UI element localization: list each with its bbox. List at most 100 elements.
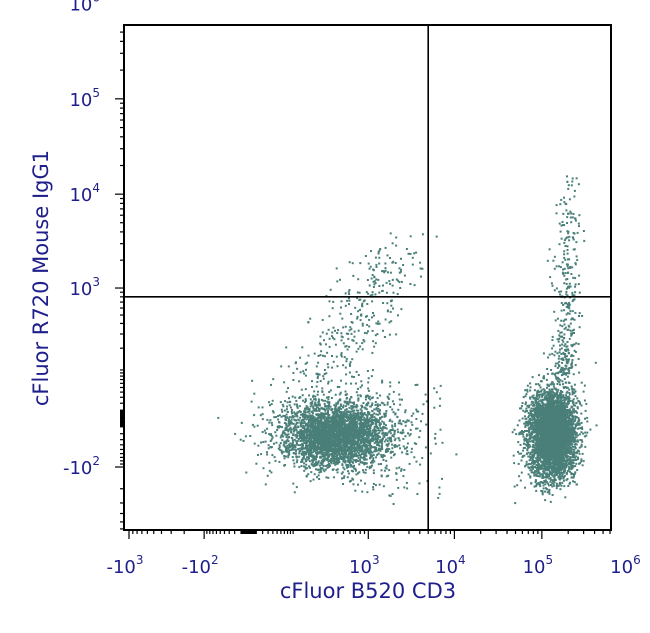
event-point	[302, 419, 305, 422]
event-point	[315, 462, 318, 465]
event-point	[344, 425, 347, 428]
event-point	[364, 418, 367, 421]
event-point	[524, 465, 526, 468]
event-point	[338, 386, 341, 388]
event-point	[398, 420, 401, 423]
event-point	[303, 425, 306, 428]
event-point	[299, 450, 301, 452]
event-point	[283, 445, 286, 448]
event-point	[384, 318, 387, 321]
event-point	[385, 449, 387, 451]
event-point	[320, 470, 323, 473]
event-point	[322, 399, 325, 402]
event-point	[302, 399, 305, 402]
event-point	[356, 405, 359, 408]
event-point	[316, 413, 319, 416]
event-point	[266, 418, 269, 421]
event-point	[307, 321, 310, 324]
event-point	[319, 354, 322, 357]
event-point	[391, 443, 394, 446]
event-point	[347, 457, 349, 460]
event-point	[415, 427, 417, 430]
event-point	[375, 263, 378, 266]
event-point	[332, 468, 335, 471]
event-point	[343, 430, 346, 433]
event-point	[322, 421, 325, 424]
event-point	[359, 413, 362, 416]
event-point	[365, 404, 368, 406]
event-point	[269, 419, 272, 422]
event-point	[382, 421, 385, 424]
event-point	[321, 437, 324, 440]
event-point	[358, 418, 361, 421]
event-point	[517, 462, 520, 465]
event-point	[389, 429, 392, 431]
event-point	[364, 443, 366, 446]
event-point	[267, 444, 270, 447]
event-point	[345, 428, 348, 430]
event-point	[369, 455, 372, 458]
event-point	[368, 325, 371, 328]
event-point	[332, 419, 335, 422]
event-point	[320, 398, 323, 401]
event-point	[562, 394, 565, 397]
event-point	[355, 406, 358, 409]
event-point	[408, 462, 411, 465]
event-point	[357, 483, 359, 486]
event-point	[276, 426, 279, 429]
event-point	[297, 448, 299, 451]
event-point	[291, 395, 294, 398]
event-point	[361, 322, 364, 325]
event-point	[345, 436, 348, 439]
event-point	[371, 432, 374, 434]
event-point	[377, 449, 380, 452]
event-point	[321, 443, 324, 446]
event-point	[285, 423, 288, 426]
event-point	[365, 430, 368, 433]
event-point	[303, 401, 306, 404]
event-point	[306, 411, 309, 414]
event-point	[304, 430, 307, 433]
event-point	[329, 441, 332, 444]
event-point	[380, 448, 383, 450]
event-point	[352, 417, 355, 420]
event-point	[292, 379, 295, 381]
event-point	[363, 412, 366, 414]
event-point	[330, 397, 333, 399]
event-point	[341, 336, 344, 339]
event-point	[324, 424, 326, 427]
event-point	[309, 423, 312, 426]
event-point	[357, 329, 360, 332]
event-point	[311, 431, 313, 434]
event-point	[329, 420, 332, 423]
event-point	[331, 441, 334, 444]
event-point	[355, 350, 358, 353]
event-point	[355, 415, 358, 418]
event-point	[327, 435, 329, 438]
event-point	[340, 355, 343, 358]
event-point	[356, 429, 359, 432]
event-point	[309, 436, 312, 439]
event-point	[328, 401, 331, 404]
event-point	[402, 431, 405, 434]
event-point	[331, 366, 334, 369]
event-point	[295, 399, 298, 402]
event-point	[339, 312, 342, 315]
event-point	[455, 453, 458, 456]
event-point	[332, 426, 335, 429]
event-point	[364, 449, 367, 452]
event-point	[311, 380, 313, 383]
event-point	[350, 420, 353, 423]
event-point	[352, 454, 355, 457]
event-point	[347, 432, 350, 435]
event-point	[352, 461, 355, 464]
event-point	[280, 451, 283, 454]
event-point	[413, 442, 416, 445]
event-point	[302, 425, 305, 427]
event-point	[326, 464, 329, 467]
event-point	[342, 437, 345, 440]
event-point	[306, 428, 309, 431]
event-point	[315, 413, 318, 416]
event-point	[356, 387, 359, 390]
event-point	[364, 407, 367, 410]
